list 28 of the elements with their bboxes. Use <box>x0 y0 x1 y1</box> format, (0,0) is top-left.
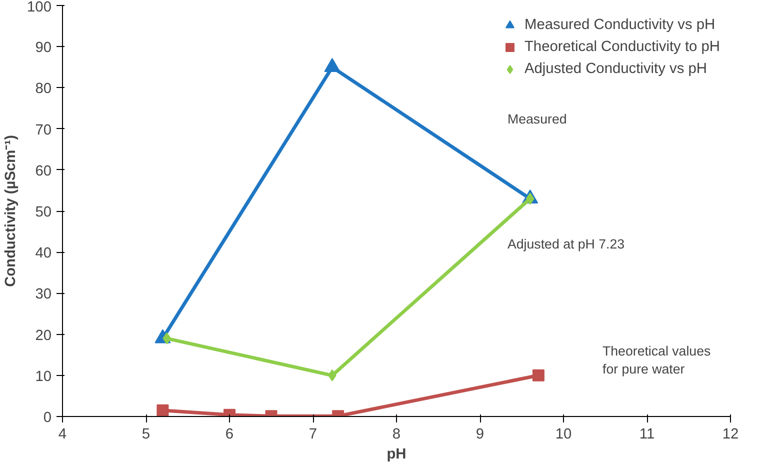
x-tick-label: 10 <box>555 426 572 442</box>
y-tick-label: 0 <box>43 410 52 426</box>
annotation: Adjusted at pH 7.23 <box>508 236 625 252</box>
x-tick-label: 9 <box>476 426 484 442</box>
legend-label: Theoretical Conductivity to pH <box>524 39 720 55</box>
y-tick-label: 70 <box>35 122 52 138</box>
x-tick-label: 6 <box>225 426 234 442</box>
x-tick-label: 11 <box>639 426 655 442</box>
x-tick-label: 12 <box>722 426 739 442</box>
x-tick-label: 8 <box>392 426 401 442</box>
legend-label: Adjusted Conductivity vs pH <box>524 61 707 77</box>
x-tick-label: 7 <box>308 426 318 442</box>
x-tick-label: 5 <box>142 426 150 442</box>
annotation: Theoretical values for pure water <box>602 344 711 376</box>
legend-label: Measured Conductivity vs pH <box>524 17 716 33</box>
y-tick-label: 30 <box>35 286 52 303</box>
y-axis-title: Conductivity (µScm⁻¹) <box>3 134 20 287</box>
y-tick-label: 90 <box>35 40 52 56</box>
y-tick-label: 10 <box>35 368 52 385</box>
y-tick-label: 40 <box>35 246 52 262</box>
annotation: Measured <box>508 112 567 126</box>
y-tick-label: 50 <box>35 204 52 220</box>
x-tick-label: 4 <box>58 426 67 442</box>
y-tick-label: 60 <box>35 163 52 180</box>
x-axis-title: pH <box>386 446 406 462</box>
y-tick-label: 20 <box>35 328 52 344</box>
y-tick-label: 100 <box>27 0 52 16</box>
y-tick-label: 80 <box>35 81 52 98</box>
